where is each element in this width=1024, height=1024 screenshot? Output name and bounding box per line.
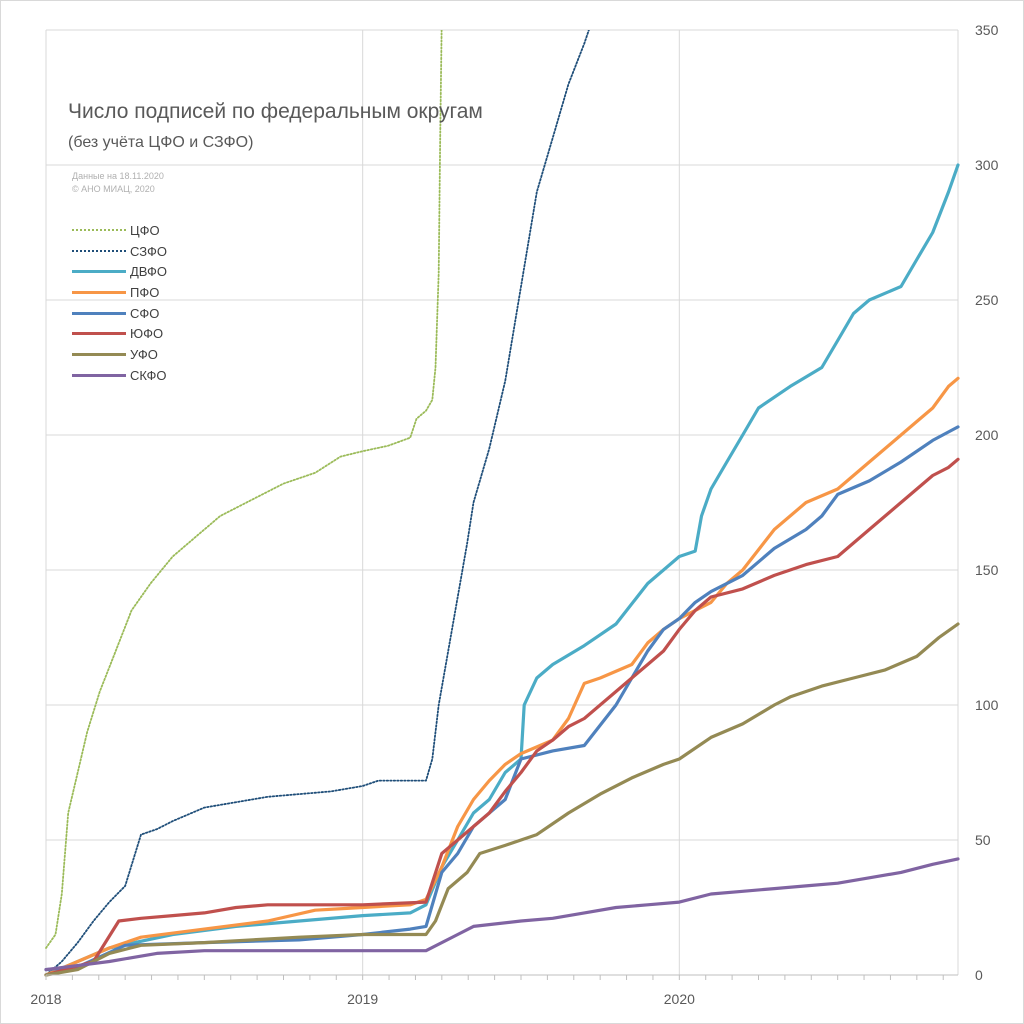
legend-label: СКФО (130, 367, 167, 383)
legend-label: ЦФО (130, 222, 160, 238)
legend-swatch (72, 373, 126, 377)
legend-swatch (72, 352, 126, 356)
legend-label: ПФО (130, 284, 160, 300)
x-tick-label: 2020 (664, 991, 695, 1007)
legend-item: СФО (72, 303, 167, 324)
series-line-ЮФО (44, 457, 960, 977)
y-tick-label: 150 (975, 562, 999, 578)
legend-item: ЦФО (72, 220, 167, 241)
series-line-СЗФО (45, 30, 590, 976)
x-tick-label: 2018 (30, 991, 61, 1007)
copyright-note: © АНО МИАЦ, 2020 (72, 184, 155, 194)
series-line-ДВФО (44, 163, 960, 977)
legend-swatch (72, 311, 126, 315)
x-tick-label: 2019 (347, 991, 378, 1007)
y-tick-label: 100 (975, 697, 999, 713)
series-line-ЦФО (45, 30, 443, 949)
y-tick-label: 300 (975, 157, 999, 173)
legend-label: СЗФО (130, 243, 167, 259)
series-line-ПФО (44, 376, 960, 977)
series-line-СФО (44, 425, 960, 972)
y-tick-label: 50 (975, 832, 991, 848)
gridlines (45, 29, 959, 976)
series-line-УФО (44, 622, 960, 977)
legend-swatch (72, 270, 126, 274)
legend-item: СКФО (72, 365, 167, 386)
legend-label: ДВФО (130, 264, 168, 280)
chart-legend: ЦФО СЗФО ДВФО ПФО СФО ЮФО УФО СКФО (72, 220, 167, 386)
series-line-СКФО (44, 857, 960, 972)
legend-label: СФО (130, 305, 160, 321)
y-tick-label: 350 (975, 22, 999, 38)
legend-swatch (72, 250, 126, 253)
data-date-note: Данные на 18.11.2020 (72, 171, 164, 181)
series-lines (44, 30, 960, 977)
axis-labels: 0 50 100 150 200 250 300 350 2018 2019 2020 (30, 22, 998, 1007)
chart-subtitle: (без учёта ЦФО и СЗФО) (68, 134, 254, 151)
legend-item: УФО (72, 344, 167, 365)
legend-swatch (72, 332, 126, 336)
legend-swatch (72, 229, 126, 232)
legend-item: ЮФО (72, 323, 167, 344)
y-tick-label: 250 (975, 292, 999, 308)
chart-title: Число подписей по федеральным округам (68, 100, 483, 123)
legend-item: СЗФО (72, 241, 167, 262)
legend-swatch (72, 290, 126, 294)
y-tick-label: 0 (975, 967, 983, 983)
legend-item: ПФО (72, 282, 167, 303)
legend-label: УФО (130, 346, 158, 362)
legend-item: ДВФО (72, 261, 167, 282)
y-tick-label: 200 (975, 427, 999, 443)
legend-label: ЮФО (130, 326, 164, 342)
